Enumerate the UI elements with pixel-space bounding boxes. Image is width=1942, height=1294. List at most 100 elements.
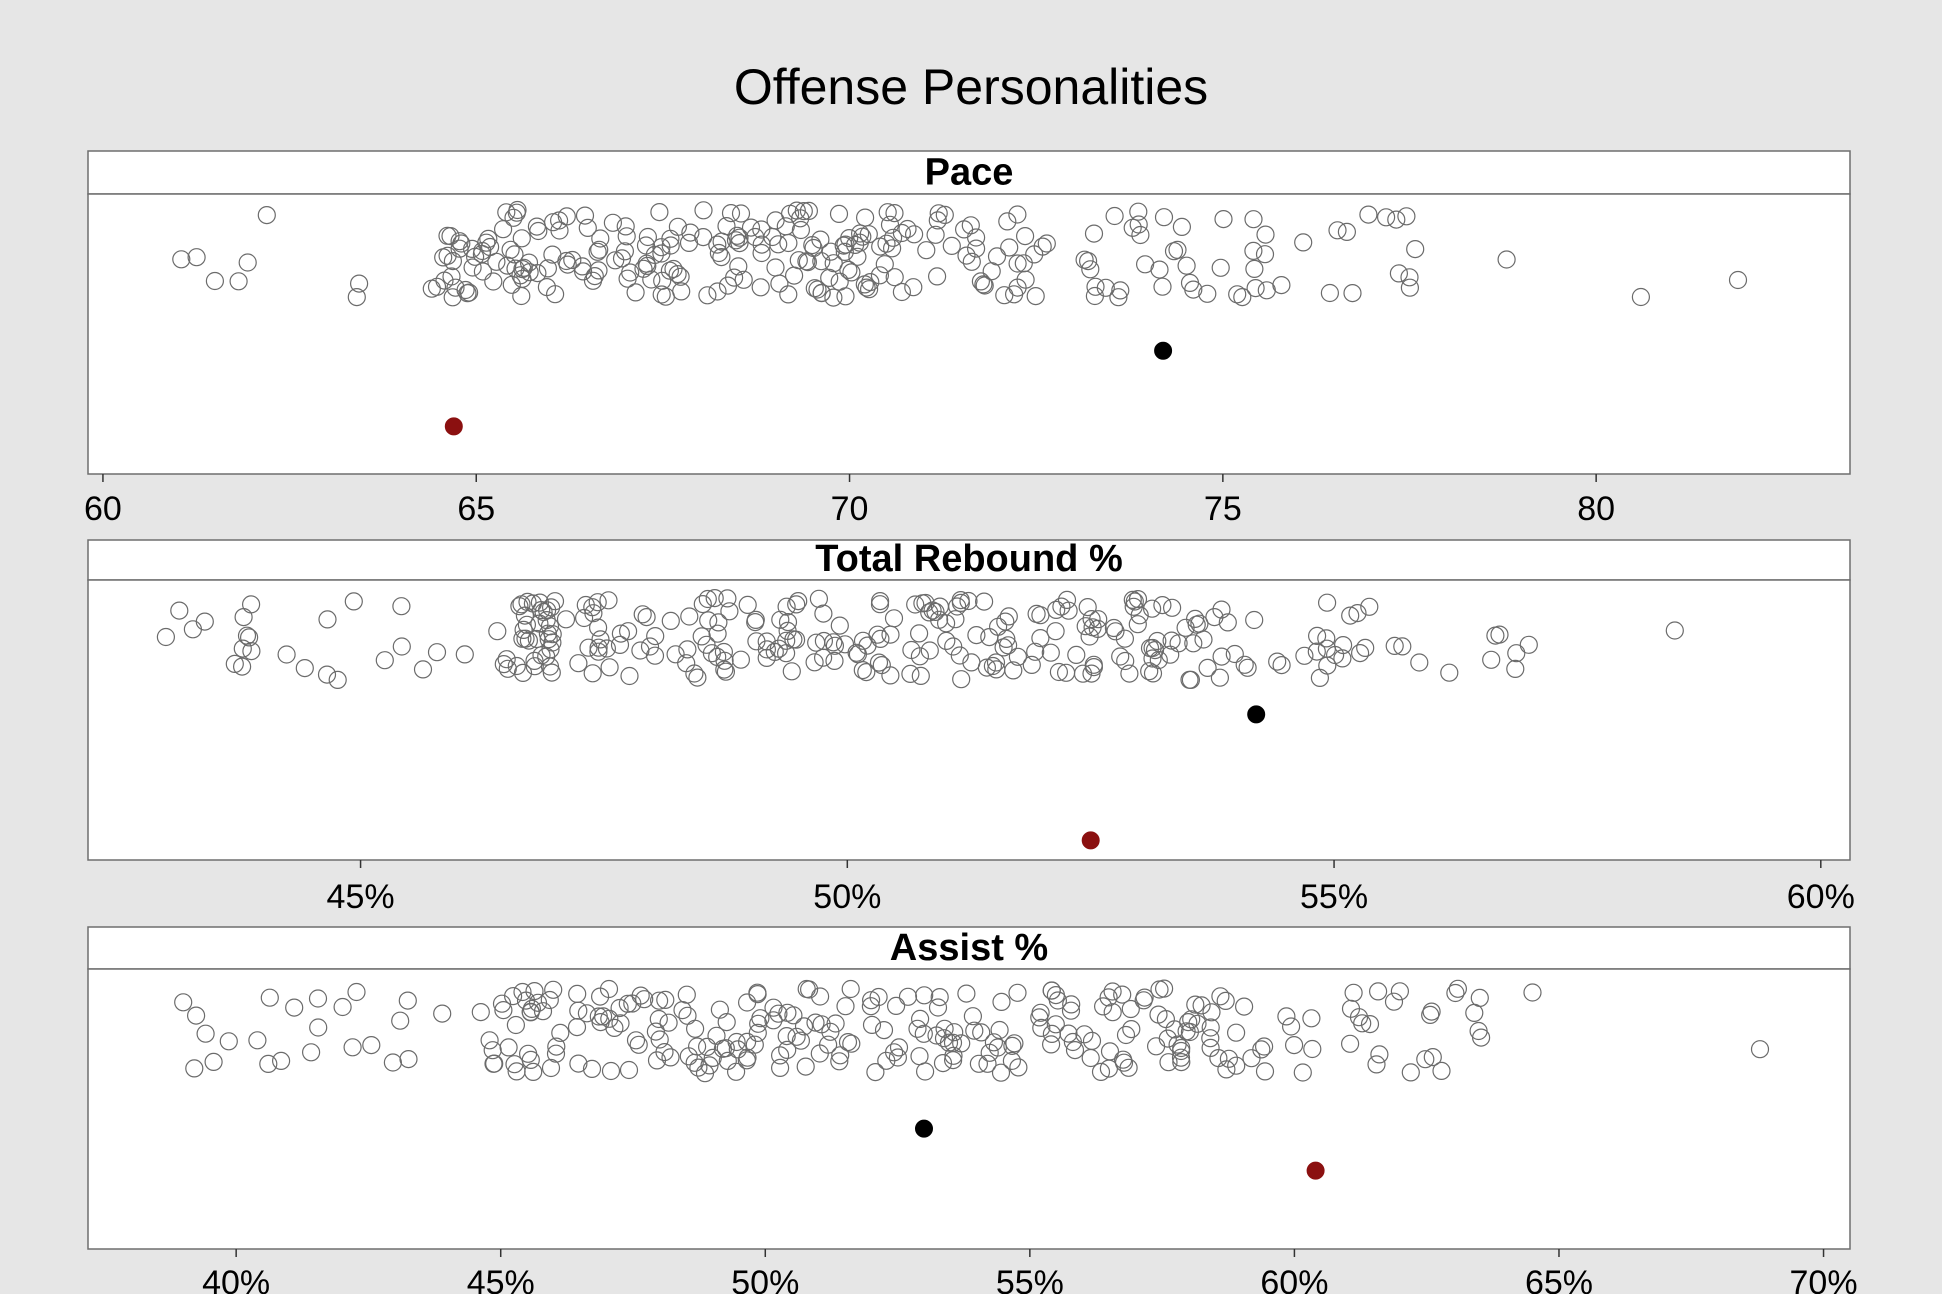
data-point-pace bbox=[1400, 268, 1419, 287]
data-point-assist bbox=[687, 1037, 707, 1056]
data-point-pace bbox=[794, 202, 813, 221]
data-point-assist bbox=[399, 1049, 418, 1069]
data-point-pace bbox=[883, 228, 903, 247]
data-point-assist bbox=[1471, 1028, 1491, 1047]
data-point-assist bbox=[677, 985, 696, 1004]
data-point-rebound bbox=[872, 655, 891, 675]
data-point-pace bbox=[885, 204, 904, 223]
data-point-rebound bbox=[1111, 647, 1130, 666]
data-point-pace bbox=[821, 242, 840, 261]
data-point-assist bbox=[1432, 1061, 1451, 1081]
data-point-rebound bbox=[611, 624, 631, 643]
data-point-assist bbox=[1065, 1040, 1085, 1060]
data-point-assist bbox=[383, 1053, 402, 1072]
data-point-assist bbox=[777, 1026, 796, 1046]
data-point-assist bbox=[631, 986, 650, 1005]
data-point-pace bbox=[957, 246, 976, 265]
data-point-pace bbox=[1004, 285, 1024, 304]
data-point-rebound bbox=[1130, 606, 1149, 625]
data-point-assist bbox=[934, 1029, 954, 1048]
data-point-assist bbox=[1122, 1019, 1141, 1039]
data-point-assist bbox=[1159, 1053, 1178, 1072]
data-point-assist bbox=[1446, 983, 1465, 1003]
data-point-assist bbox=[1032, 1018, 1051, 1038]
data-point-assist bbox=[1046, 1015, 1065, 1034]
data-point-assist bbox=[1370, 1045, 1389, 1064]
data-point-rebound bbox=[234, 607, 253, 627]
data-point-rebound bbox=[631, 641, 650, 660]
data-point-pace bbox=[1078, 252, 1098, 271]
data-point-rebound bbox=[778, 612, 798, 632]
panel-header-rebound bbox=[87, 539, 1851, 581]
data-point-pace bbox=[857, 278, 876, 297]
data-point-assist bbox=[569, 1054, 588, 1073]
data-point-rebound bbox=[901, 664, 920, 684]
data-point-assist bbox=[1242, 1049, 1261, 1068]
data-point-pace bbox=[514, 258, 533, 277]
data-point-pace bbox=[855, 208, 875, 227]
data-point-pace bbox=[1086, 277, 1105, 296]
data-point-pace bbox=[694, 201, 713, 220]
data-point-assist bbox=[551, 1023, 570, 1043]
data-point-pace bbox=[927, 267, 947, 286]
data-point-pace bbox=[438, 226, 457, 245]
data-point-pace bbox=[1084, 224, 1104, 243]
data-point-rebound bbox=[1225, 644, 1244, 664]
data-point-pace bbox=[835, 242, 854, 261]
data-point-pace bbox=[974, 275, 993, 294]
data-point-pace bbox=[842, 263, 861, 282]
panel-rebound: Total Rebound % 45% 50% 55% 60% bbox=[87, 538, 1855, 916]
data-point-pace bbox=[450, 239, 469, 258]
data-point-pace bbox=[746, 227, 765, 247]
data-point-assist bbox=[764, 1011, 783, 1030]
data-point-rebound bbox=[494, 654, 513, 674]
data-point-rebound bbox=[962, 653, 981, 672]
data-point-rebound bbox=[1519, 635, 1538, 654]
data-point-rebound bbox=[514, 620, 533, 640]
data-point-pace bbox=[681, 223, 700, 242]
data-point-assist bbox=[1121, 999, 1140, 1019]
data-point-pace bbox=[650, 203, 669, 222]
x-tick-label-assist: 70% bbox=[1790, 1264, 1858, 1294]
data-point-rebound bbox=[809, 589, 829, 608]
data-point-rebound bbox=[1360, 597, 1379, 616]
data-point-rebound bbox=[1046, 622, 1065, 641]
data-point-rebound bbox=[344, 592, 363, 611]
data-point-rebound bbox=[830, 616, 849, 635]
data-point-assist bbox=[219, 1032, 238, 1051]
x-tick-label-rebound: 45% bbox=[327, 878, 395, 916]
data-point-pace bbox=[1150, 260, 1169, 279]
data-point-pace bbox=[653, 271, 672, 290]
data-point-pace bbox=[1008, 205, 1027, 224]
data-point-pace bbox=[438, 246, 457, 265]
data-point-rebound bbox=[983, 656, 1003, 676]
data-point-assist bbox=[1168, 1035, 1187, 1054]
data-point-rebound bbox=[720, 602, 739, 621]
data-point-pace bbox=[1320, 283, 1340, 303]
data-point-assist bbox=[1188, 1014, 1207, 1033]
data-point-assist bbox=[898, 987, 918, 1006]
data-point-rebound bbox=[920, 641, 939, 660]
data-point-assist bbox=[818, 1035, 838, 1054]
data-point-rebound bbox=[569, 654, 588, 673]
data-point-rebound bbox=[620, 666, 639, 686]
data-point-assist bbox=[1179, 1012, 1198, 1032]
data-point-pace bbox=[805, 279, 824, 298]
data-point-rebound bbox=[1008, 647, 1028, 666]
data-point-pace bbox=[1272, 276, 1291, 295]
data-point-rebound bbox=[910, 647, 930, 666]
data-point-pace bbox=[537, 278, 557, 297]
data-point-pace bbox=[238, 253, 257, 272]
x-tick-label-assist: 60% bbox=[1260, 1264, 1328, 1294]
data-point-assist bbox=[1284, 1035, 1304, 1055]
data-point-pace bbox=[1109, 288, 1128, 307]
data-point-rebound bbox=[413, 660, 433, 679]
data-point-rebound bbox=[1245, 610, 1264, 630]
data-point-assist bbox=[505, 1055, 524, 1074]
data-point-rebound bbox=[1385, 636, 1404, 656]
data-point-assist bbox=[862, 1015, 882, 1035]
data-point-assist bbox=[778, 1040, 797, 1060]
data-point-rebound bbox=[807, 633, 826, 652]
data-point-rebound bbox=[747, 632, 766, 651]
data-point-assist bbox=[1303, 1039, 1322, 1059]
